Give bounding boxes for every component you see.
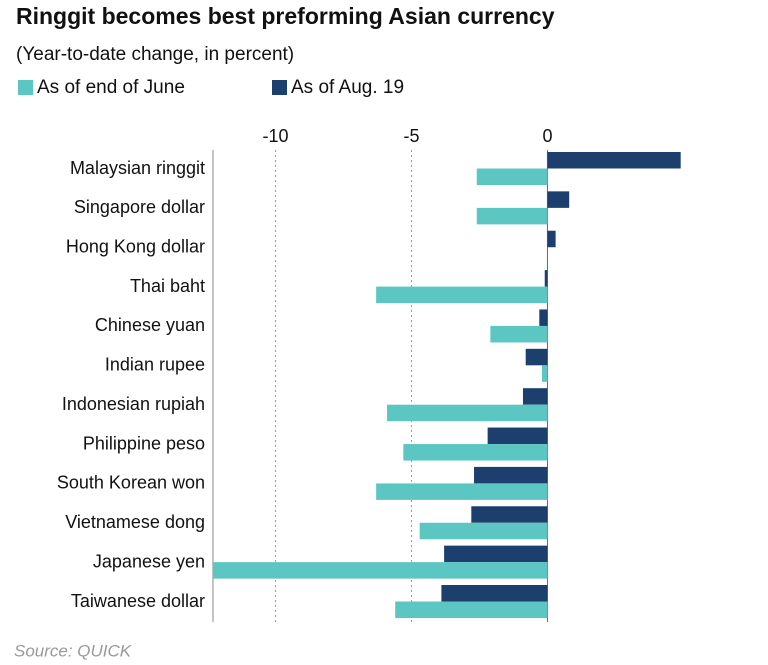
bar <box>539 309 548 326</box>
y-tick-label: South Korean won <box>57 473 205 493</box>
y-tick-label: Vietnamese dong <box>65 512 205 532</box>
bar <box>522 388 548 405</box>
legend-label: As of end of June <box>37 77 185 98</box>
bar <box>547 191 570 208</box>
bar <box>376 286 548 304</box>
bar <box>387 404 548 422</box>
bar <box>542 365 548 382</box>
bar <box>376 483 548 500</box>
bar <box>395 601 548 618</box>
bar <box>487 427 548 445</box>
bar <box>444 545 548 563</box>
bar <box>441 585 548 602</box>
x-tick-label: -10 <box>263 126 289 146</box>
bar <box>490 325 548 343</box>
bar <box>403 444 548 461</box>
y-tick-label: Thai baht <box>130 276 205 296</box>
bar <box>547 152 681 169</box>
x-tick-label: 0 <box>542 126 552 146</box>
chart-subtitle: (Year-to-date change, in percent) <box>16 44 294 65</box>
bar <box>476 168 548 185</box>
bar <box>525 348 548 366</box>
legend-swatch <box>272 80 287 95</box>
y-tick-label: Malaysian ringgit <box>70 158 205 178</box>
y-tick-label: Singapore dollar <box>74 197 205 217</box>
bar <box>419 522 548 540</box>
y-tick-label: Japanese yen <box>93 551 205 571</box>
bar <box>474 466 548 484</box>
y-tick-label: Taiwanese dollar <box>71 591 205 611</box>
bar <box>213 562 548 579</box>
x-tick-label: -5 <box>403 126 419 146</box>
y-tick-label: Hong Kong dollar <box>66 236 205 256</box>
y-tick-label: Chinese yuan <box>95 315 205 335</box>
bar <box>471 506 548 523</box>
bar <box>476 207 548 225</box>
legend-label: As of Aug. 19 <box>291 77 404 98</box>
chart-title: Ringgit becomes best preforming Asian cu… <box>16 3 555 29</box>
bar <box>544 270 548 287</box>
y-tick-label: Philippine peso <box>83 433 205 453</box>
y-tick-label: Indian rupee <box>105 355 205 375</box>
legend-swatch <box>18 80 33 95</box>
y-tick-label: Indonesian rupiah <box>62 394 205 414</box>
source: Source: QUICK <box>14 641 132 660</box>
bar <box>547 230 556 248</box>
